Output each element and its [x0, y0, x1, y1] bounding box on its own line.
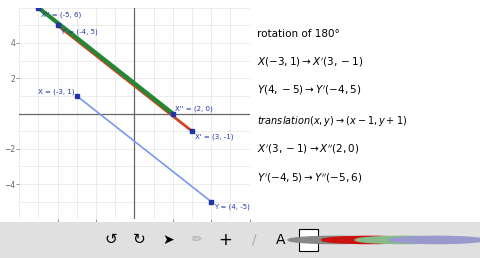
Circle shape — [389, 236, 480, 244]
Text: $X(-3,1) \rightarrow X'(3,-1)$: $X(-3,1) \rightarrow X'(3,-1)$ — [257, 55, 363, 69]
Circle shape — [322, 236, 418, 244]
Text: $Y(4,-5) \rightarrow Y'(-4,5)$: $Y(4,-5) \rightarrow Y'(-4,5)$ — [257, 84, 361, 97]
Text: +: + — [219, 231, 232, 249]
Text: X = (-3, 1): X = (-3, 1) — [38, 88, 75, 95]
Circle shape — [355, 236, 451, 244]
Text: $X'(3,-1) \rightarrow X''(2,0)$: $X'(3,-1) \rightarrow X''(2,0)$ — [257, 143, 360, 156]
Text: 🖼: 🖼 — [305, 235, 312, 245]
Text: X' = (3, -1): X' = (3, -1) — [195, 133, 233, 140]
Text: ↻: ↻ — [133, 232, 145, 247]
Text: /: / — [252, 233, 257, 247]
Text: $translation(x, y) \rightarrow (x-1, y+1)$: $translation(x, y) \rightarrow (x-1, y+1… — [257, 114, 407, 128]
Text: X'' = (2, 0): X'' = (2, 0) — [175, 106, 213, 112]
Text: X'' = (-5, 6): X'' = (-5, 6) — [41, 12, 81, 18]
Text: rotation of 180°: rotation of 180° — [257, 29, 339, 38]
Circle shape — [288, 236, 384, 244]
FancyBboxPatch shape — [299, 229, 318, 251]
Text: $Y'(-4,5) \rightarrow Y''(-5,6)$: $Y'(-4,5) \rightarrow Y''(-5,6)$ — [257, 171, 362, 185]
Text: ✏: ✏ — [192, 233, 202, 246]
Text: Y = (4, -5): Y = (4, -5) — [214, 204, 250, 210]
Text: A: A — [276, 233, 286, 247]
Text: ➤: ➤ — [162, 233, 174, 247]
Text: ↺: ↺ — [104, 232, 117, 247]
Text: Y' = (-4, 5): Y' = (-4, 5) — [60, 28, 97, 35]
